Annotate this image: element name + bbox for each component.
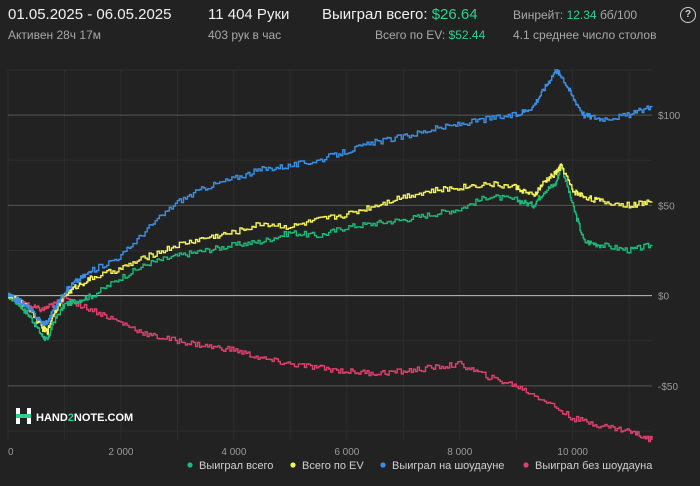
ev-total: Всего по EV: $52.44	[375, 28, 485, 42]
winrate-label: Винрейт:	[513, 8, 564, 22]
winrate-value: 12.34	[566, 8, 597, 22]
series-line-2	[8, 69, 653, 327]
hand2note-watermark: HAND2NOTE.COM	[16, 408, 133, 424]
x-tick-label: 0	[8, 447, 14, 458]
chart-area: $100 $50 $0 -$50 0 2 000 4 000 6 000 8 000 10 00…	[0, 48, 700, 481]
chart-legend: Выиграл всего Всего по EV Выиграл на шоуда…	[187, 460, 653, 472]
watermark-text: HAND2NOTE.COM	[36, 412, 133, 424]
x-tick-label: 8 000	[447, 447, 472, 458]
series-line-1	[8, 163, 653, 336]
won-total: Выиграл всего: $26.64	[322, 6, 478, 23]
legend-label: Выиграл на шоудауне	[392, 460, 504, 472]
x-tick-label: 10 000	[557, 447, 588, 458]
won-total-value: $26.64	[431, 6, 478, 23]
legend-marker	[380, 462, 386, 468]
legend-marker	[290, 462, 296, 468]
legend-label: Всего по EV	[302, 460, 364, 472]
hand2note-logo-icon	[16, 408, 31, 424]
y-axis: $100 $50 $0 -$50	[8, 111, 681, 393]
watermark-text-mid: 2	[68, 412, 74, 424]
x-tick-label: 6 000	[334, 447, 359, 458]
y-tick-label: $0	[658, 292, 670, 303]
hands-per-hour: 403 рук в час	[208, 28, 282, 42]
legend-marker	[523, 462, 529, 468]
winrate: Винрейт: 12.34 бб/100	[513, 8, 637, 22]
grid-lines	[7, 69, 652, 440]
ev-total-label: Всего по EV:	[375, 28, 446, 42]
active-time: Активен 28ч 17м	[8, 28, 101, 42]
watermark-text-right: NOTE.COM	[74, 412, 133, 424]
x-tick-label: 2 000	[108, 447, 133, 458]
legend-label: Выиграл без шоудауна	[535, 460, 653, 472]
winrate-unit: бб/100	[599, 8, 638, 22]
legend-marker	[187, 462, 193, 468]
y-tick-label: -$50	[658, 382, 678, 393]
legend-label: Выиграл всего	[199, 460, 273, 472]
summary-header: 01.05.2025 - 06.05.2025 Активен 28ч 17м …	[0, 0, 700, 48]
avg-tables: 4.1 среднее число столов	[513, 28, 657, 42]
y-tick-label: $50	[658, 201, 675, 212]
hands-count: 11 404 Руки	[208, 6, 290, 23]
series-lines	[8, 69, 653, 443]
profit-chart: $100 $50 $0 -$50 0 2 000 4 000 6 000 8 000 10 00…	[7, 69, 681, 472]
ev-total-value: $52.44	[448, 28, 486, 42]
won-total-label: Выиграл всего:	[322, 6, 428, 23]
x-axis: 0 2 000 4 000 6 000 8 000 10 000	[8, 447, 588, 458]
x-tick-label: 4 000	[221, 447, 246, 458]
y-tick-label: $100	[658, 111, 681, 122]
help-icon[interactable]: ?	[680, 7, 696, 23]
watermark-text-left: HAND	[36, 412, 68, 424]
date-range: 01.05.2025 - 06.05.2025	[8, 6, 172, 23]
